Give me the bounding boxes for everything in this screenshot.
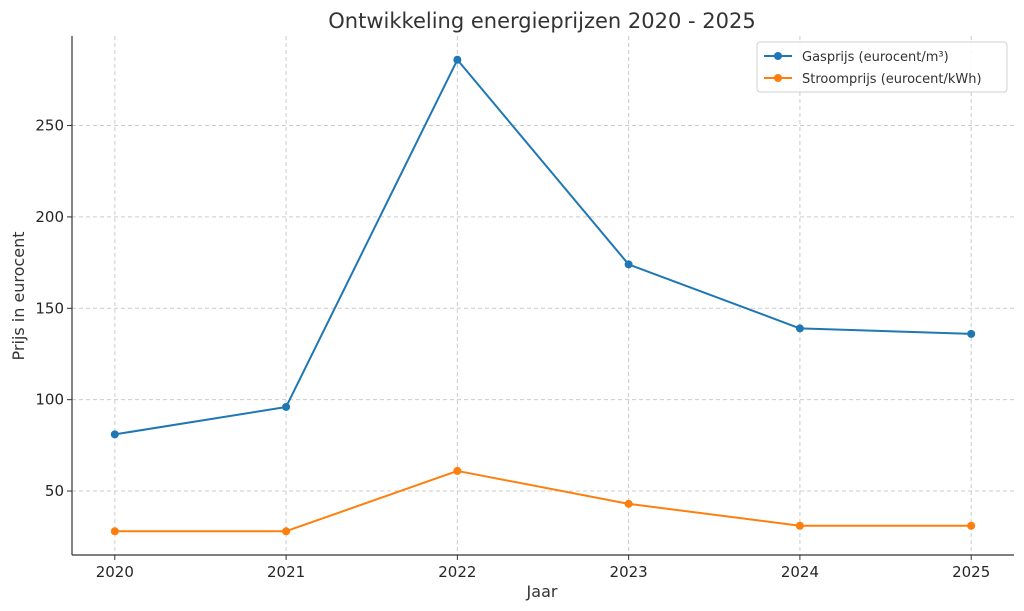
y-tick-label: 250 bbox=[35, 117, 64, 135]
x-tick-label: 2022 bbox=[438, 563, 476, 581]
series-layer bbox=[110, 55, 976, 536]
data-point bbox=[967, 329, 976, 338]
data-point bbox=[110, 527, 119, 536]
axes-layer: 2020 2021 2022 2023 2024 2025 50 100 150 200 250 bbox=[35, 36, 1014, 581]
x-axis-label: Jaar bbox=[526, 582, 558, 601]
x-tick-label: 2023 bbox=[610, 563, 648, 581]
series-line-1 bbox=[114, 469, 972, 533]
legend: Gasprijs (eurocent/m³) Stroomprijs (euroc… bbox=[756, 41, 1008, 93]
x-tick-label: 2021 bbox=[267, 563, 305, 581]
data-point bbox=[282, 527, 291, 536]
x-tick-label: 2025 bbox=[952, 563, 990, 581]
y-tick-label: 200 bbox=[35, 208, 64, 226]
data-point bbox=[453, 55, 462, 64]
y-axis-label: Prijs in eurocent bbox=[9, 232, 28, 361]
y-tick-label: 50 bbox=[45, 482, 64, 500]
grid-layer bbox=[72, 36, 1014, 555]
data-point bbox=[795, 324, 804, 333]
x-tick-label: 2020 bbox=[96, 563, 134, 581]
legend-marker-0 bbox=[774, 52, 782, 60]
legend-marker-1 bbox=[774, 74, 782, 82]
series-line-0 bbox=[114, 58, 972, 436]
legend-label-0: Gasprijs (eurocent/m³) bbox=[802, 50, 949, 65]
data-point bbox=[110, 430, 119, 439]
y-tick-label: 100 bbox=[35, 391, 64, 409]
data-point bbox=[624, 499, 633, 508]
chart-title: Ontwikkeling energieprijzen 2020 - 2025 bbox=[328, 9, 755, 33]
legend-box bbox=[756, 41, 1008, 93]
data-point bbox=[453, 466, 462, 475]
x-tick-label: 2024 bbox=[781, 563, 819, 581]
legend-label-1: Stroomprijs (eurocent/kWh) bbox=[802, 72, 982, 87]
y-tick-label: 150 bbox=[35, 299, 64, 317]
data-point bbox=[624, 260, 633, 269]
data-point bbox=[967, 521, 976, 530]
data-point bbox=[795, 521, 804, 530]
data-point bbox=[282, 402, 291, 411]
